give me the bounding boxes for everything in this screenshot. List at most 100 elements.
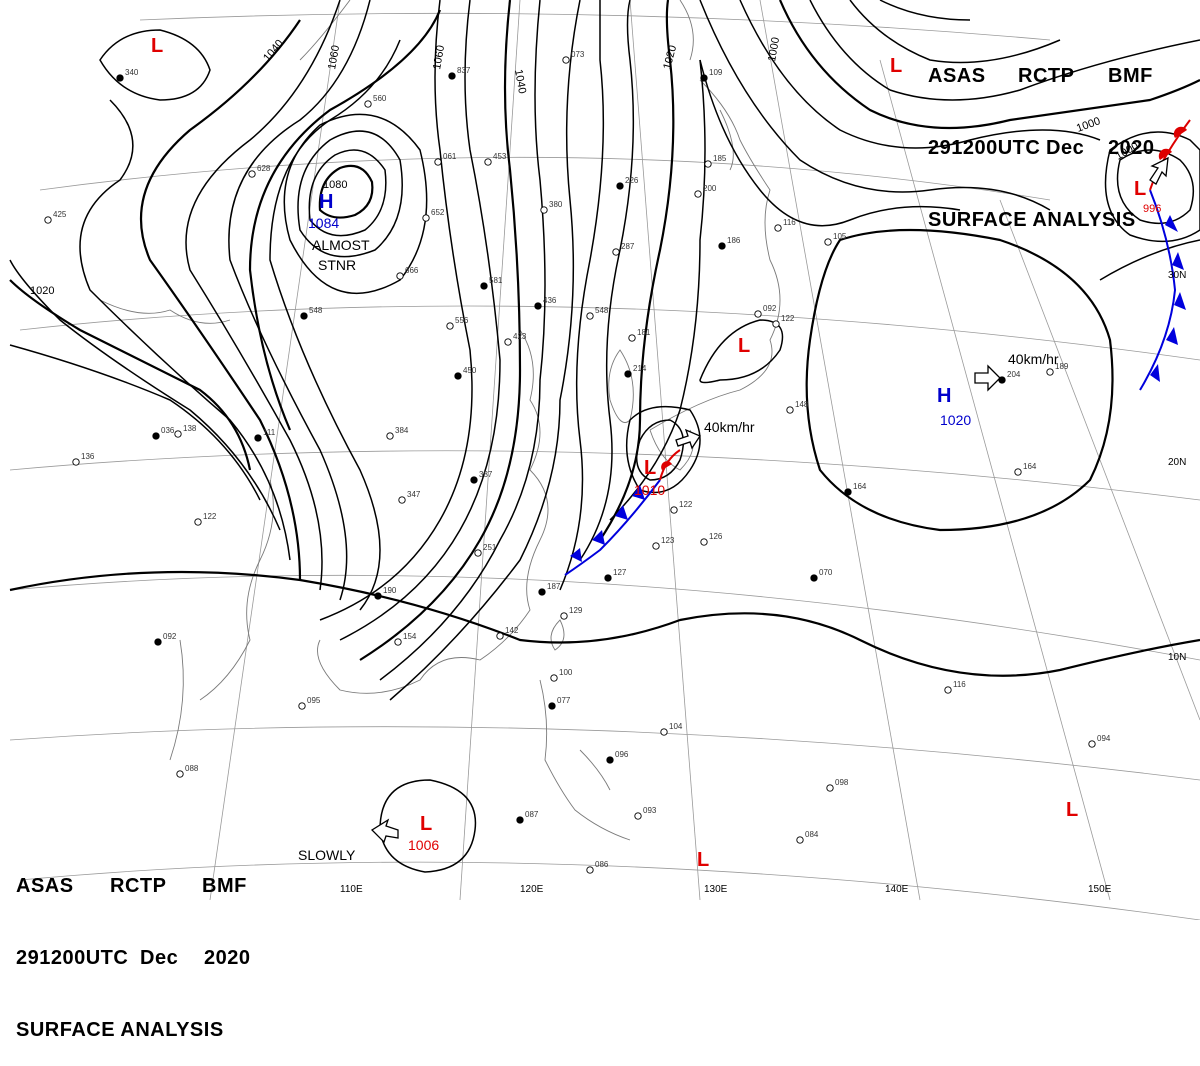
header-title: SURFACE ANALYSIS: [16, 1018, 224, 1042]
station-marker: [945, 687, 951, 693]
station-plot: 548: [301, 306, 323, 319]
motion-arrow: [975, 366, 1000, 390]
station-marker: [563, 57, 569, 63]
station-marker: [561, 613, 567, 619]
station-plot: 088: [177, 764, 199, 777]
station-pressure: 084: [805, 830, 819, 839]
station-marker: [397, 273, 403, 279]
station-marker: [825, 239, 831, 245]
station-plot: 095: [299, 696, 321, 709]
station-pressure: 628: [257, 164, 271, 173]
station-pressure: 154: [403, 632, 417, 641]
isobar-label: 1080: [323, 179, 347, 191]
high-marker: H: [319, 191, 333, 213]
station-marker: [775, 225, 781, 231]
isobar: [390, 0, 580, 700]
station-plot: 347: [399, 490, 421, 503]
station-pressure: 425: [53, 210, 67, 219]
isobar: [250, 10, 440, 430]
station-plot: 628: [249, 164, 271, 177]
station-pressure: 109: [709, 68, 723, 77]
station-plot: 287: [613, 242, 635, 255]
low-marker: L: [890, 55, 902, 77]
station-marker: [797, 837, 803, 843]
station-marker: [701, 75, 707, 81]
longitude-label: 150E: [1088, 884, 1112, 895]
isobar: [10, 345, 260, 500]
station-plot: 226: [617, 176, 639, 189]
station-marker: [423, 215, 429, 221]
station-pressure: 111: [263, 428, 276, 437]
station-pressure: 251: [483, 543, 497, 552]
station-pressure: 116: [953, 680, 966, 689]
header-code: RCTP: [1018, 64, 1108, 88]
header-code: BMF: [1108, 64, 1153, 88]
station-plot: 436: [535, 296, 557, 309]
station-plot: 109: [701, 68, 723, 81]
station-plot: 116: [775, 218, 797, 231]
high-pressure-value: 1020: [940, 412, 971, 428]
station-marker: [607, 757, 613, 763]
station-marker: [719, 243, 725, 249]
station-plot: 087: [517, 810, 539, 823]
isobar: [141, 20, 300, 580]
station-pressure: 036: [161, 426, 175, 435]
motion-arrow: [372, 820, 398, 842]
station-plot: 450: [455, 366, 477, 379]
isobar: [560, 0, 603, 590]
station-pressure: 436: [543, 296, 557, 305]
header-month: Dec: [1046, 136, 1108, 160]
header-code: ASAS: [16, 874, 110, 898]
isobar: [700, 60, 960, 226]
station-pressure: 384: [395, 426, 409, 435]
cold-front-barb: [1172, 252, 1184, 270]
station-pressure: 226: [625, 176, 639, 185]
isobar-label: 1060: [326, 44, 342, 70]
station-plot: 122: [671, 500, 693, 513]
station-plot: 122: [195, 512, 217, 525]
isobar: [610, 60, 705, 520]
station-pressure: 423: [513, 332, 527, 341]
station-pressure: 185: [713, 154, 727, 163]
cold-front-barb: [592, 530, 605, 545]
low-pressure-value: 1010: [634, 482, 665, 498]
station-marker: [701, 539, 707, 545]
isobar: [10, 572, 1200, 676]
station-pressure: 200: [703, 184, 717, 193]
station-pressure: 453: [493, 152, 507, 161]
station-pressure: 181: [637, 328, 651, 337]
station-plot: 086: [587, 860, 609, 873]
station-marker: [1015, 469, 1021, 475]
isobar: [186, 0, 340, 590]
station-pressure: 094: [1097, 734, 1111, 743]
station-pressure: 837: [457, 66, 471, 75]
low-marker: L: [697, 849, 709, 871]
station-plot: 092: [155, 632, 177, 645]
isobar: [340, 0, 500, 640]
isobar-label: 1020: [30, 285, 54, 297]
isobar-label: 1040: [261, 37, 286, 63]
station-marker: [177, 771, 183, 777]
station-marker: [617, 183, 623, 189]
header-year: 2020: [204, 946, 251, 970]
station-plot: 185: [705, 154, 727, 167]
station-pressure: 581: [489, 276, 503, 285]
header-code: RCTP: [110, 874, 202, 898]
station-pressure: 088: [185, 764, 199, 773]
station-plot: 187: [539, 582, 561, 595]
station-marker: [387, 433, 393, 439]
station-pressure: 189: [1055, 362, 1069, 371]
station-plot: 104: [661, 722, 683, 735]
longitude-label: 130E: [704, 884, 728, 895]
header-code: ASAS: [928, 64, 1018, 88]
station-marker: [539, 589, 545, 595]
header-code: BMF: [202, 874, 247, 898]
station-pressure: 116: [783, 218, 796, 227]
station-pressure: 092: [763, 304, 777, 313]
station-plot: 096: [607, 750, 629, 763]
station-pressure: 190: [383, 586, 397, 595]
station-plot: 036: [153, 426, 175, 439]
station-pressure: 077: [557, 696, 571, 705]
low-motion: 40km/hr: [704, 419, 755, 435]
